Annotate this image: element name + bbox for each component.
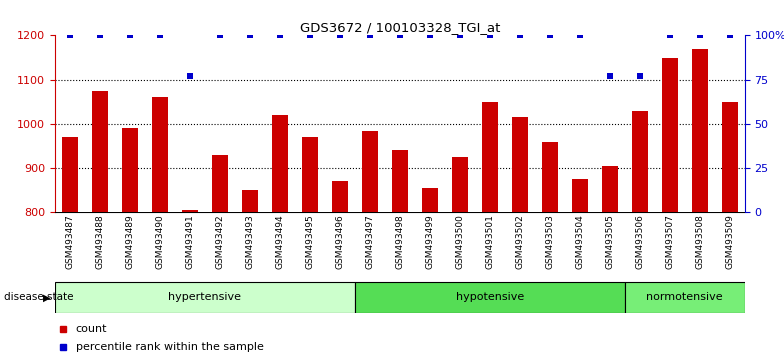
Text: normotensive: normotensive bbox=[647, 292, 723, 302]
Bar bbox=[151, 97, 168, 212]
Text: GSM493488: GSM493488 bbox=[96, 215, 104, 269]
Text: GSM493492: GSM493492 bbox=[216, 215, 224, 269]
Text: GSM493494: GSM493494 bbox=[275, 215, 285, 269]
Text: hypertensive: hypertensive bbox=[169, 292, 241, 302]
Text: GSM493496: GSM493496 bbox=[336, 215, 344, 269]
Text: count: count bbox=[75, 324, 107, 334]
Text: GSM493502: GSM493502 bbox=[515, 215, 524, 269]
Bar bbox=[182, 210, 198, 212]
Text: GSM493500: GSM493500 bbox=[456, 215, 464, 269]
Text: GSM493506: GSM493506 bbox=[635, 215, 644, 269]
Text: disease state: disease state bbox=[4, 292, 74, 302]
Bar bbox=[122, 128, 138, 212]
Bar bbox=[572, 179, 588, 212]
Text: GSM493487: GSM493487 bbox=[65, 215, 74, 269]
Bar bbox=[241, 190, 258, 212]
Text: GSM493493: GSM493493 bbox=[245, 215, 254, 269]
FancyBboxPatch shape bbox=[55, 282, 355, 313]
Bar bbox=[391, 150, 408, 212]
Bar bbox=[542, 142, 558, 212]
Text: GSM493489: GSM493489 bbox=[125, 215, 134, 269]
Text: percentile rank within the sample: percentile rank within the sample bbox=[75, 342, 263, 353]
Text: GSM493498: GSM493498 bbox=[395, 215, 405, 269]
FancyBboxPatch shape bbox=[625, 282, 745, 313]
Bar bbox=[601, 166, 618, 212]
Text: GSM493491: GSM493491 bbox=[185, 215, 194, 269]
Text: GSM493505: GSM493505 bbox=[605, 215, 615, 269]
Bar bbox=[632, 110, 648, 212]
Text: GSM493503: GSM493503 bbox=[546, 215, 554, 269]
FancyBboxPatch shape bbox=[355, 282, 625, 313]
Text: GSM493507: GSM493507 bbox=[666, 215, 674, 269]
Text: GSM493499: GSM493499 bbox=[426, 215, 434, 269]
Bar bbox=[62, 137, 78, 212]
Text: GSM493495: GSM493495 bbox=[305, 215, 314, 269]
Text: GSM493508: GSM493508 bbox=[695, 215, 704, 269]
Bar bbox=[721, 102, 738, 212]
Text: GSM493501: GSM493501 bbox=[485, 215, 495, 269]
Bar bbox=[691, 48, 708, 212]
Text: GSM493504: GSM493504 bbox=[575, 215, 584, 269]
Bar bbox=[302, 137, 318, 212]
Title: GDS3672 / 100103328_TGI_at: GDS3672 / 100103328_TGI_at bbox=[299, 21, 500, 34]
Bar bbox=[422, 188, 438, 212]
Bar bbox=[452, 157, 468, 212]
Text: hypotensive: hypotensive bbox=[456, 292, 524, 302]
Text: ▶: ▶ bbox=[43, 292, 51, 302]
Text: GSM493509: GSM493509 bbox=[725, 215, 735, 269]
Bar bbox=[512, 117, 528, 212]
Bar bbox=[481, 102, 498, 212]
Text: GSM493490: GSM493490 bbox=[155, 215, 165, 269]
Bar bbox=[361, 131, 378, 212]
Bar bbox=[332, 181, 348, 212]
Text: GSM493497: GSM493497 bbox=[365, 215, 374, 269]
Bar bbox=[271, 115, 288, 212]
Bar bbox=[662, 57, 678, 212]
Bar bbox=[92, 91, 108, 212]
Bar bbox=[212, 155, 228, 212]
